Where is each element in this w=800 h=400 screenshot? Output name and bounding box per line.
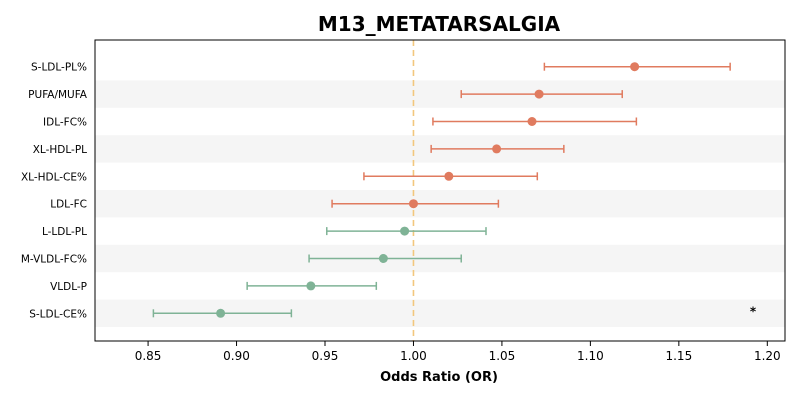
category-label: S-LDL-PL%: [31, 62, 87, 74]
x-tick-label: 0.90: [223, 349, 250, 363]
row-band: [95, 80, 785, 108]
or-point: [306, 281, 316, 291]
or-point: [216, 308, 226, 318]
x-tick-label: 0.85: [135, 349, 162, 363]
category-label: XL-HDL-PL: [33, 144, 87, 156]
x-tick-label: 1.10: [577, 349, 604, 363]
or-point: [534, 89, 544, 99]
category-label: VLDL-P: [50, 281, 87, 293]
x-tick-label: 1.05: [489, 349, 516, 363]
category-label: XL-HDL-CE%: [21, 171, 87, 183]
x-tick-label: 1.00: [400, 349, 427, 363]
x-tick-label: 1.20: [754, 349, 781, 363]
significance-marker: *: [750, 304, 757, 318]
x-tick-label: 1.15: [665, 349, 692, 363]
category-labels: S-LDL-PL% PUFA/MUFA IDL-FC% XL-HDL-PL XL-HDL…: [21, 62, 88, 321]
x-tick-label: 0.95: [312, 349, 339, 363]
or-point: [400, 226, 410, 236]
chart-title: M13_METATARSALGIA: [318, 12, 561, 36]
category-label: PUFA/MUFA: [28, 89, 88, 101]
odds-ratio-points: [216, 62, 640, 318]
annotations: *: [750, 304, 757, 318]
or-point: [630, 62, 640, 72]
x-axis-label: Odds Ratio (OR): [380, 370, 498, 385]
plot-frame: [94, 39, 786, 342]
or-point: [408, 199, 418, 209]
or-point: [444, 171, 454, 181]
category-label: IDL-FC%: [43, 117, 87, 129]
category-label: S-LDL-CE%: [29, 308, 87, 320]
category-label: LDL-FC: [50, 199, 87, 211]
or-point: [527, 117, 537, 126]
or-point: [378, 254, 388, 263]
or-point: [492, 144, 502, 154]
category-label: M-VLDL-FC%: [21, 254, 87, 266]
x-axis-ticks: 0.85 0.90 0.95 1.00 1.05 1.10 1.15 1.20: [135, 341, 781, 363]
category-label: L-LDL-PL: [42, 226, 87, 238]
